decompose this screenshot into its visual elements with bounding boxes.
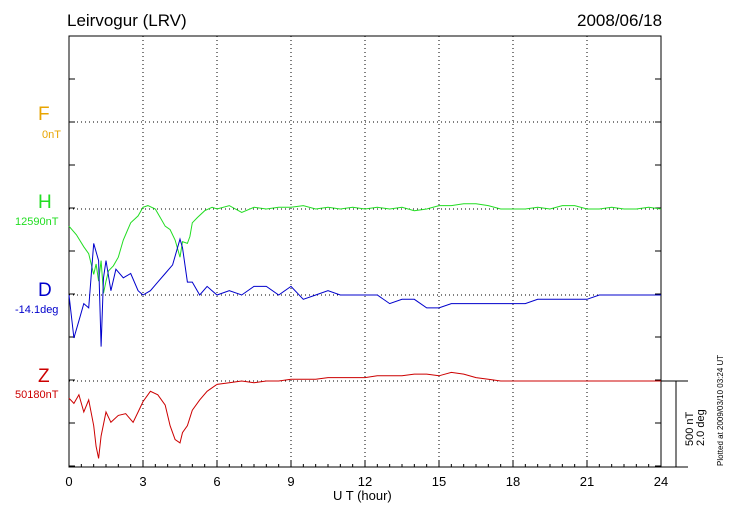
series-name-h: H [38,192,52,213]
x-tick-label: 0 [65,474,72,489]
plot-grid [68,35,662,468]
series-baseline-h: 12590nT [15,216,59,228]
x-axis-label: U T (hour) [333,488,392,503]
scale-deg-label: 2.0 deg [695,409,707,446]
series-baseline-f: 0nT [42,129,61,141]
x-tick-label: 3 [139,474,146,489]
x-tick-label: 6 [213,474,220,489]
scale-bar [661,380,688,468]
series-name-z: Z [38,366,50,387]
series-name-f: F [38,104,50,125]
x-tick-label: 9 [287,474,294,489]
x-tick-label: 12 [358,474,372,489]
date-label: 2008/06/18 [577,11,663,30]
x-axis-ticks: 0 3 6 9 12 15 18 21 24 [65,461,668,489]
series-baseline-d: -14.1deg [15,304,59,316]
series-line-d [68,237,661,347]
plot-series [68,203,662,459]
x-tick-label: 21 [580,474,594,489]
x-tick-label: 15 [432,474,446,489]
series-line-z [68,371,661,459]
series-line-h [68,203,662,294]
station-title: Leirvogur (LRV) [67,11,187,30]
plotted-timestamp: Plotted at 2009/03/10 03:24 UT [716,354,725,466]
x-tick-label: 18 [506,474,520,489]
x-tick-label: 24 [654,474,668,489]
series-baseline-z: 50180nT [15,389,59,401]
series-name-d: D [38,280,52,301]
